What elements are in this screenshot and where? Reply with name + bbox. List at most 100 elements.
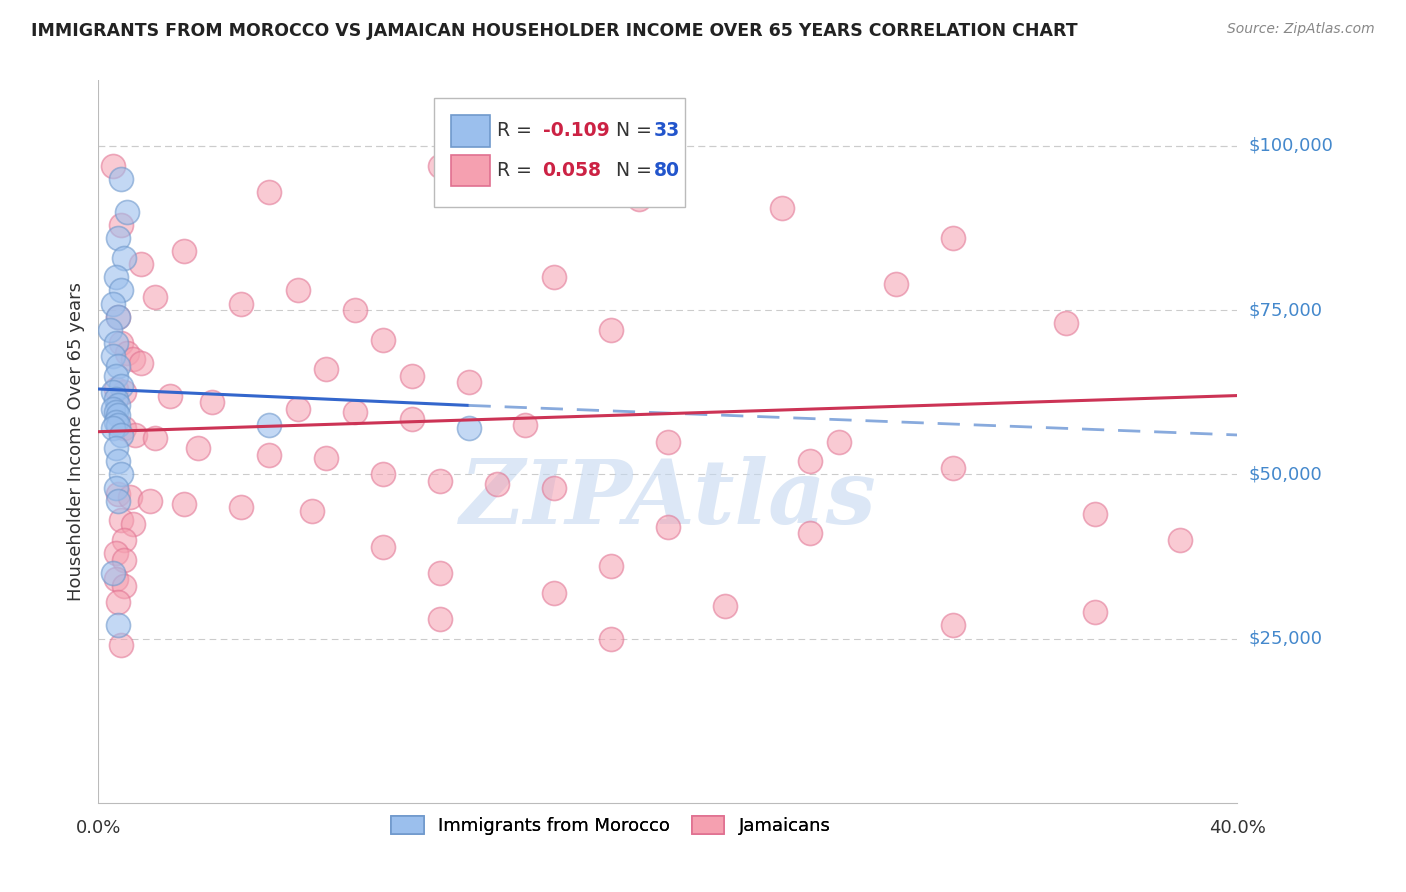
Point <box>104 270 127 285</box>
Point <box>429 566 451 580</box>
Point <box>287 284 309 298</box>
Point <box>173 244 195 258</box>
Point <box>129 356 152 370</box>
Point <box>799 454 821 468</box>
Point <box>107 310 129 324</box>
Point <box>101 296 124 310</box>
Point <box>287 401 309 416</box>
Point <box>1312 625 1334 640</box>
Point <box>104 481 127 495</box>
Point <box>112 251 135 265</box>
FancyBboxPatch shape <box>451 115 491 147</box>
Point <box>121 516 143 531</box>
Point <box>600 323 623 337</box>
Point <box>343 303 366 318</box>
Point <box>429 612 451 626</box>
Point <box>259 418 281 433</box>
Point <box>1170 533 1192 547</box>
Point <box>101 566 124 580</box>
Point <box>101 401 124 416</box>
Point <box>107 487 129 501</box>
Point <box>98 323 121 337</box>
Point <box>104 382 127 396</box>
Point <box>110 378 132 392</box>
Point <box>173 497 195 511</box>
Point <box>543 270 565 285</box>
Point <box>373 540 395 554</box>
Text: ZIPAtlas: ZIPAtlas <box>460 456 876 542</box>
Text: R =: R = <box>498 121 538 140</box>
Point <box>187 441 209 455</box>
Y-axis label: Householder Income Over 65 years: Householder Income Over 65 years <box>66 282 84 601</box>
Point <box>107 418 129 433</box>
Point <box>110 638 132 652</box>
Text: Source: ZipAtlas.com: Source: ZipAtlas.com <box>1227 22 1375 37</box>
Point <box>229 500 252 515</box>
Point <box>129 257 152 271</box>
Point <box>1056 316 1078 330</box>
Point <box>107 454 129 468</box>
Point <box>112 533 135 547</box>
Point <box>110 513 132 527</box>
Point <box>107 618 129 632</box>
Point <box>1084 507 1107 521</box>
FancyBboxPatch shape <box>451 154 491 186</box>
Point <box>104 336 127 351</box>
Text: $50,000: $50,000 <box>1249 466 1322 483</box>
Point <box>884 277 907 291</box>
Point <box>657 520 679 534</box>
Point <box>159 388 181 402</box>
Point <box>628 192 651 206</box>
Point <box>942 460 965 475</box>
Point <box>112 579 135 593</box>
Point <box>110 467 132 482</box>
Point <box>373 333 395 347</box>
Point <box>107 409 129 423</box>
Point <box>124 428 146 442</box>
Point <box>315 362 337 376</box>
Point <box>101 421 124 435</box>
Point <box>343 405 366 419</box>
Point <box>118 491 141 505</box>
Point <box>107 493 129 508</box>
Point <box>112 421 135 435</box>
Point <box>457 421 479 435</box>
Point <box>600 632 623 646</box>
Point <box>457 376 479 390</box>
Text: N =: N = <box>605 161 658 180</box>
Point <box>104 573 127 587</box>
Point <box>543 585 565 599</box>
Point <box>110 171 132 186</box>
Point <box>101 349 124 363</box>
FancyBboxPatch shape <box>434 98 685 207</box>
Text: 33: 33 <box>654 121 681 140</box>
Point <box>110 284 132 298</box>
Point <box>101 385 124 400</box>
Point <box>145 431 167 445</box>
Point <box>259 448 281 462</box>
Point <box>107 398 129 412</box>
Point <box>315 450 337 465</box>
Point <box>104 546 127 560</box>
Text: -0.109: -0.109 <box>543 121 609 140</box>
Point <box>110 336 132 351</box>
Point <box>104 368 127 383</box>
Legend: Immigrants from Morocco, Jamaicans: Immigrants from Morocco, Jamaicans <box>382 807 839 845</box>
Point <box>1084 605 1107 619</box>
Point <box>515 418 537 433</box>
Point <box>104 392 127 406</box>
Point <box>112 385 135 400</box>
Point <box>107 231 129 245</box>
Point <box>942 231 965 245</box>
Text: $100,000: $100,000 <box>1249 137 1333 155</box>
Point <box>104 441 127 455</box>
Text: 80: 80 <box>654 161 681 180</box>
Point <box>104 405 127 419</box>
Point <box>104 415 127 429</box>
Point <box>429 159 451 173</box>
Point <box>401 368 423 383</box>
Point <box>401 411 423 425</box>
Text: $25,000: $25,000 <box>1249 630 1323 648</box>
Point <box>770 202 793 216</box>
Point <box>828 434 851 449</box>
